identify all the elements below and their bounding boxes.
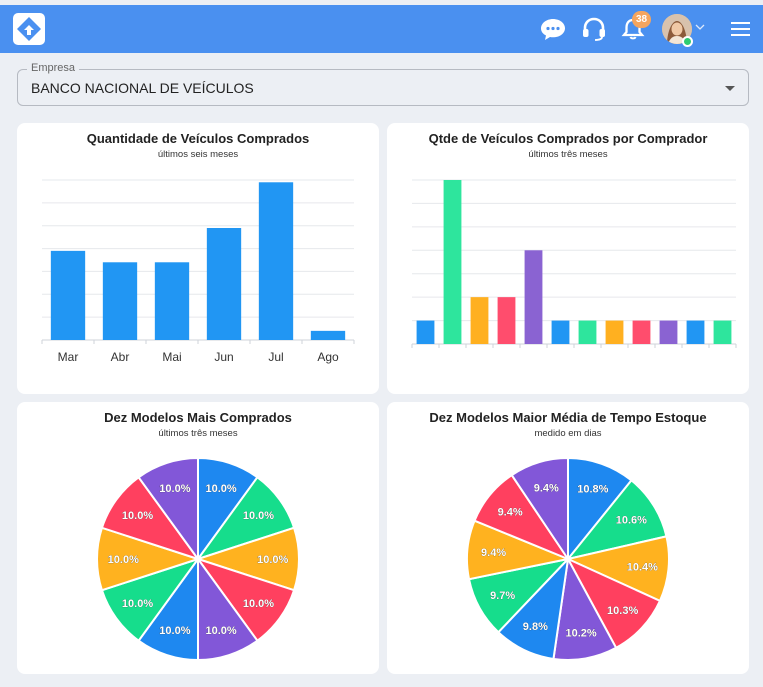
- chart-subtitle: últimos três meses: [528, 149, 608, 160]
- chart-subtitle: últimos três meses: [158, 428, 238, 439]
- pie-slice: [567, 456, 633, 562]
- slice-label: 10.0%: [122, 598, 153, 610]
- tick-label: Mar: [58, 350, 79, 364]
- bar: [443, 180, 462, 344]
- tick-label: Jul: [268, 350, 283, 364]
- chart-subtitle: últimos seis meses: [157, 149, 239, 160]
- slice-label: 10.3%: [607, 605, 638, 617]
- slice-label: 10.0%: [122, 510, 153, 522]
- pie-slice: [137, 456, 199, 563]
- bar: [310, 330, 346, 340]
- slice-label: 10.0%: [243, 598, 274, 610]
- slice-label: 10.0%: [108, 554, 139, 566]
- bar: [659, 320, 678, 344]
- online-status-dot: [682, 36, 693, 47]
- menu-icon[interactable]: [731, 22, 750, 36]
- bar-chart-vehicles: Mar Abr Mai Jun Jul Ago: [41, 179, 355, 364]
- slice-label: 9.4%: [498, 507, 523, 519]
- slice-label: 9.7%: [490, 590, 515, 602]
- slice-label: 10.2%: [565, 628, 596, 640]
- slice-label: 9.4%: [481, 547, 506, 559]
- chart-title: Qtde de Veículos Comprados por Comprador: [428, 131, 708, 146]
- card-top-models: Dez Modelos Mais Comprados últimos três …: [17, 402, 379, 674]
- avatar-photo-icon: [662, 14, 692, 44]
- bar: [470, 297, 489, 344]
- empresa-value: BANCO NACIONAL DE VEÍCULOS: [31, 80, 254, 96]
- headset-icon[interactable]: [581, 17, 607, 41]
- chart-title: Quantidade de Veículos Comprados: [86, 131, 310, 146]
- slice-label: 10.0%: [159, 625, 190, 637]
- slice-label: 10.6%: [616, 514, 647, 526]
- slice-label: 9.8%: [523, 621, 548, 633]
- bar: [102, 262, 138, 340]
- chart-subtitle: medido em dias: [534, 428, 602, 439]
- bar: [632, 320, 651, 344]
- pie-slice: [510, 456, 569, 563]
- pie-slice: [565, 478, 668, 561]
- chevron-down-icon[interactable]: [695, 24, 705, 31]
- user-avatar[interactable]: [662, 14, 692, 44]
- bar: [686, 320, 705, 344]
- bar: [206, 228, 242, 340]
- slice-label: 10.0%: [205, 483, 236, 495]
- bar: [578, 320, 597, 344]
- tick-label: Mai: [162, 350, 181, 364]
- app-logo[interactable]: [13, 13, 45, 45]
- empresa-select[interactable]: Empresa BANCO NACIONAL DE VEÍCULOS: [17, 62, 749, 106]
- bar: [713, 320, 732, 344]
- pie-chart-stock-time: 10.8% 10.6% 10.4% 10.3% 10.2% 9.8% 9.7% 9.4% 9.4…: [466, 456, 670, 661]
- logo-icon: [17, 17, 41, 41]
- card-vehicles-per-buyer: Qtde de Veículos Comprados por Comprador…: [387, 123, 749, 394]
- bar: [258, 182, 294, 340]
- bar: [524, 250, 543, 344]
- tick-label: Ago: [317, 350, 339, 364]
- top-bar: 38: [0, 5, 763, 53]
- slice-label: 9.4%: [534, 482, 559, 494]
- chart-title: Dez Modelos Maior Média de Tempo Estoque: [429, 410, 707, 425]
- chart-title: Dez Modelos Mais Comprados: [104, 410, 292, 425]
- bar: [154, 262, 190, 340]
- slice-label: 10.4%: [627, 562, 658, 574]
- dropdown-caret-icon: [725, 86, 735, 91]
- slice-label: 10.0%: [205, 625, 236, 637]
- tick-label: Abr: [111, 350, 130, 364]
- bar-chart-per-buyer: [411, 179, 737, 348]
- slice-label: 10.8%: [577, 484, 608, 496]
- bar: [605, 320, 624, 344]
- notification-badge: 38: [632, 11, 651, 28]
- bar: [497, 297, 516, 344]
- empresa-label: Empresa: [27, 62, 80, 74]
- card-vehicles-purchased: Quantidade de Veículos Comprados últimos…: [17, 123, 379, 394]
- tick-label: Jun: [214, 350, 233, 364]
- slice-label: 10.0%: [159, 483, 190, 495]
- bar: [416, 320, 435, 344]
- bar: [551, 320, 570, 344]
- card-stock-time: Dez Modelos Maior Média de Tempo Estoque…: [387, 402, 749, 674]
- bar: [50, 250, 86, 340]
- pie-chart-top-models: 10.0% 10.0% 10.0% 10.0% 10.0% 10.0% 10.0% 10.0%…: [96, 456, 300, 662]
- slice-label: 10.0%: [243, 510, 274, 522]
- slice-label: 10.0%: [257, 554, 288, 566]
- chat-icon[interactable]: [540, 17, 566, 41]
